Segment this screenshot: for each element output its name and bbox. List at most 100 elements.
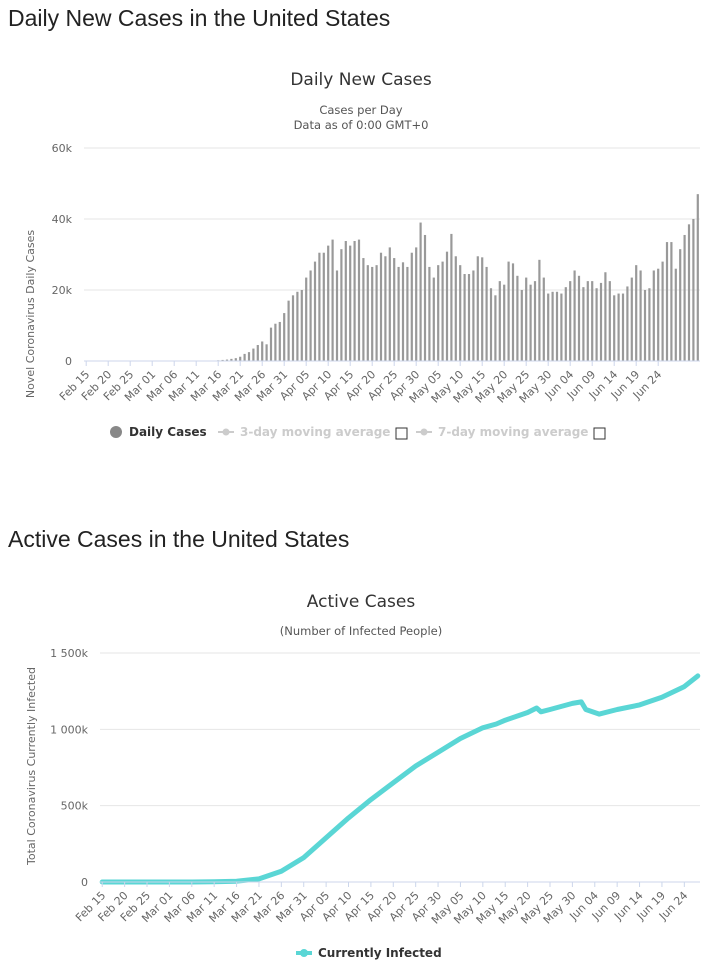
daily-cases-bar bbox=[437, 265, 440, 361]
daily-new-cases-chart: Daily New Cases Cases per Day Data as of… bbox=[24, 70, 700, 440]
daily-cases-bar bbox=[230, 358, 233, 361]
daily-cases-bar bbox=[657, 268, 660, 361]
y-tick-label: 500k bbox=[61, 800, 89, 813]
daily-cases-bar bbox=[547, 293, 550, 361]
daily-cases-bar bbox=[300, 290, 303, 361]
daily-cases-bar bbox=[516, 275, 519, 361]
daily-cases-bar bbox=[560, 293, 563, 361]
daily-cases-bar bbox=[564, 287, 567, 361]
legend-item-currently-infected[interactable]: Currently Infected bbox=[296, 946, 442, 960]
daily-cases-bar bbox=[388, 247, 391, 361]
y-tick-label: 0 bbox=[81, 876, 88, 889]
daily-cases-bar bbox=[353, 241, 356, 361]
legend-item-daily-cases[interactable]: Daily Cases bbox=[110, 425, 207, 439]
daily-cases-bar bbox=[247, 352, 251, 361]
y-axis-title: Total Coronavirus Currently Infected bbox=[25, 667, 38, 866]
legend-symbol-3-day bbox=[222, 428, 230, 436]
daily-cases-bar bbox=[503, 284, 506, 361]
daily-cases-bar bbox=[555, 291, 559, 361]
daily-cases-bar bbox=[296, 291, 299, 361]
y-tick-label: 20k bbox=[52, 284, 73, 297]
daily-cases-bar bbox=[410, 252, 413, 361]
daily-cases-bar bbox=[432, 277, 435, 361]
chart-subtitle-line-2: Data as of 0:00 GMT+0 bbox=[294, 118, 429, 132]
legend-checkbox-3-day[interactable] bbox=[395, 427, 408, 440]
active-cases-heading: Active Cases in the United States bbox=[8, 526, 350, 552]
daily-cases-bar bbox=[375, 265, 378, 361]
daily-cases-bar bbox=[608, 281, 611, 361]
daily-cases-bar bbox=[401, 262, 405, 361]
daily-cases-bar bbox=[573, 270, 576, 361]
daily-cases-bar bbox=[621, 293, 625, 361]
legend-checkbox-7-day[interactable] bbox=[593, 427, 606, 440]
chart-title: Daily New Cases bbox=[290, 70, 432, 90]
daily-cases-bar bbox=[256, 345, 259, 361]
daily-cases-bar bbox=[459, 265, 462, 361]
daily-cases-bar bbox=[494, 295, 497, 361]
daily-cases-bar bbox=[613, 295, 616, 361]
daily-cases-bar bbox=[674, 268, 677, 361]
daily-cases-bar bbox=[261, 341, 264, 361]
daily-cases-bar bbox=[696, 194, 699, 361]
daily-cases-bar bbox=[643, 290, 647, 361]
chart-subtitle: (Number of Infected People) bbox=[280, 624, 442, 638]
daily-cases-bar bbox=[542, 277, 545, 361]
daily-cases-bar bbox=[626, 286, 629, 361]
daily-cases-bar bbox=[379, 252, 383, 361]
daily-cases-bar bbox=[683, 234, 686, 361]
daily-cases-bar bbox=[538, 259, 541, 361]
daily-cases-bar bbox=[617, 293, 620, 361]
y-axis-ticks: 0 20k 40k 60k bbox=[52, 142, 73, 368]
y-grid bbox=[84, 147, 700, 291]
legend-item-7-day-average[interactable]: 7-day moving average bbox=[416, 425, 606, 440]
legend-item-3-day-average[interactable]: 3-day moving average bbox=[218, 425, 408, 440]
daily-cases-bar bbox=[467, 274, 471, 361]
daily-cases-bar bbox=[327, 245, 330, 361]
legend-label-7-day: 7-day moving average bbox=[438, 425, 588, 439]
daily-cases-bar bbox=[450, 233, 453, 361]
currently-infected-line bbox=[99, 673, 701, 885]
daily-cases-bar bbox=[463, 274, 466, 361]
legend-label-daily-cases: Daily Cases bbox=[129, 425, 207, 439]
daily-cases-bar bbox=[569, 281, 572, 361]
daily-cases-bar bbox=[274, 323, 277, 361]
daily-cases-heading: Daily New Cases in the United States bbox=[8, 5, 391, 31]
daily-cases-bar bbox=[692, 219, 695, 361]
legend-symbol-currently-infected bbox=[300, 949, 308, 957]
daily-cases-bar bbox=[349, 245, 352, 361]
y-tick-label: 40k bbox=[52, 213, 73, 226]
daily-cases-bar bbox=[665, 242, 669, 361]
daily-cases-bar bbox=[239, 356, 242, 361]
daily-cases-bar bbox=[322, 252, 325, 361]
daily-cases-bar bbox=[340, 249, 343, 361]
daily-cases-bar bbox=[428, 266, 431, 361]
daily-cases-bar bbox=[252, 348, 255, 361]
y-tick-label: 1 500k bbox=[50, 647, 88, 660]
daily-cases-bar bbox=[551, 291, 554, 361]
daily-cases-bar bbox=[586, 281, 589, 361]
daily-cases-bar bbox=[529, 284, 532, 361]
daily-cases-bar bbox=[313, 261, 317, 361]
daily-cases-bar bbox=[604, 272, 607, 361]
daily-cases-bar bbox=[599, 282, 603, 361]
daily-cases-bar bbox=[670, 242, 673, 361]
y-tick-label: 0 bbox=[65, 355, 72, 368]
daily-cases-bar bbox=[331, 239, 334, 361]
daily-cases-bar bbox=[305, 277, 308, 361]
legend-symbol-7-day bbox=[420, 428, 428, 436]
daily-cases-bar bbox=[525, 277, 528, 361]
daily-cases-bar bbox=[511, 263, 515, 361]
daily-cases-bar bbox=[520, 290, 523, 361]
daily-cases-bar bbox=[344, 241, 347, 361]
daily-cases-bar bbox=[371, 266, 374, 361]
chart-title: Active Cases bbox=[307, 592, 416, 612]
chart-subtitle-line-1: Cases per Day bbox=[319, 103, 402, 117]
daily-cases-bar bbox=[661, 261, 664, 361]
daily-cases-bar bbox=[454, 256, 457, 361]
daily-cases-bar bbox=[419, 222, 422, 361]
daily-cases-bar bbox=[309, 270, 312, 361]
daily-cases-bar bbox=[679, 249, 682, 361]
daily-cases-bar bbox=[318, 252, 321, 361]
daily-cases-bar bbox=[287, 300, 290, 361]
